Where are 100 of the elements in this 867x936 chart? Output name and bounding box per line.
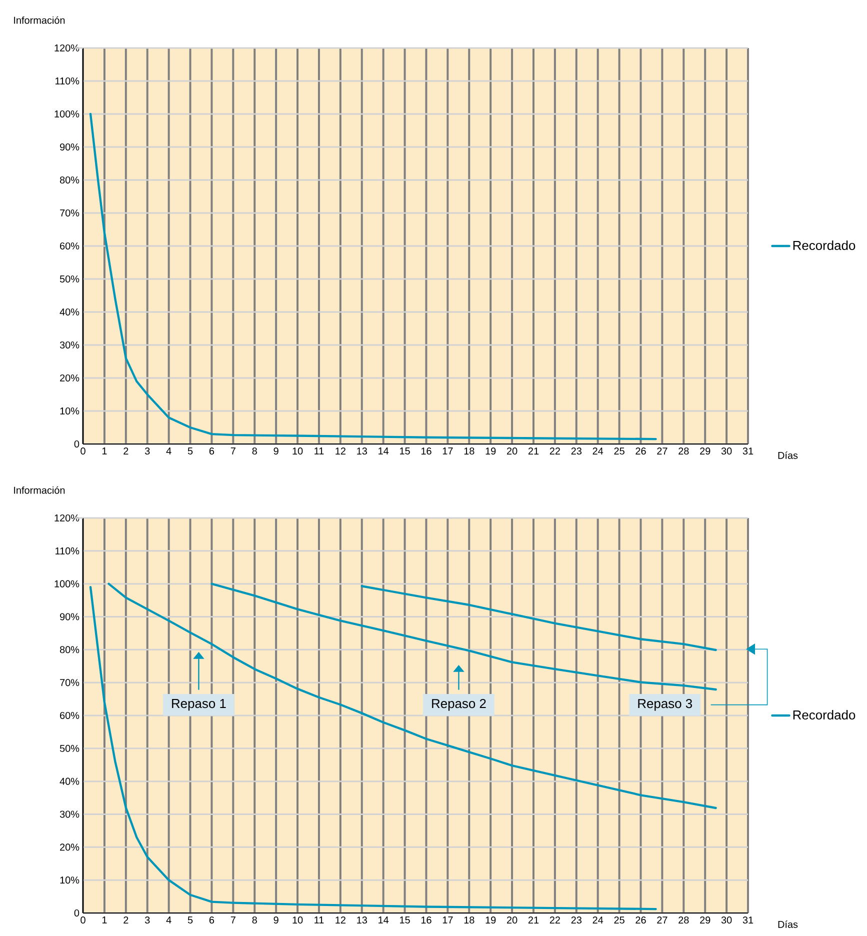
x-tick-label: 22 bbox=[550, 916, 560, 924]
x-tick-label: 10 bbox=[292, 916, 303, 924]
annotation: Repaso 2 bbox=[432, 698, 486, 711]
x-tick-label: 20 bbox=[506, 916, 518, 924]
x-tick-label: 2 bbox=[124, 448, 128, 454]
line-series bbox=[89, 112, 657, 440]
y-tick-label: 0 bbox=[74, 909, 80, 917]
y-axis-title: Información bbox=[14, 16, 65, 24]
x-tick-label: 18 bbox=[464, 448, 474, 455]
x-tick-label: 5 bbox=[188, 916, 193, 924]
x-tick-label: 18 bbox=[464, 916, 474, 924]
x-tick-label: 9 bbox=[274, 916, 278, 924]
x-tick-label: 23 bbox=[571, 916, 582, 924]
x-tick-label: 12 bbox=[336, 448, 346, 454]
x-tick-label: 8 bbox=[252, 916, 257, 924]
y-tick-label: 70% bbox=[60, 679, 80, 686]
y-tick-label: 120% bbox=[54, 514, 80, 522]
x-tick-label: 7 bbox=[230, 448, 236, 454]
y-tick-label: 70% bbox=[60, 209, 80, 217]
x-tick-label: 9 bbox=[274, 448, 278, 455]
x-tick-label: 21 bbox=[528, 448, 539, 454]
x-tick-label: 28 bbox=[678, 916, 689, 924]
y-tick-label: 20% bbox=[60, 844, 80, 851]
x-tick-label: 10 bbox=[292, 448, 303, 455]
x-tick-label: 21 bbox=[528, 916, 539, 924]
x-tick-label: 14 bbox=[378, 448, 389, 454]
x-tick-label: 0 bbox=[80, 916, 86, 924]
annotation: Repaso 3 bbox=[638, 698, 692, 711]
line-series bbox=[210, 582, 717, 691]
y-tick-label: 80% bbox=[60, 176, 80, 184]
x-tick-label: 12 bbox=[336, 916, 346, 924]
y-tick-label: 100% bbox=[54, 110, 80, 118]
x-tick-label: 11 bbox=[314, 916, 324, 924]
y-tick-label: 100% bbox=[54, 580, 80, 588]
y-tick-label: 90% bbox=[60, 613, 80, 620]
x-tick-label: 6 bbox=[209, 448, 214, 455]
line-series bbox=[360, 585, 717, 652]
y-tick-label: 0 bbox=[74, 440, 80, 448]
x-tick-label: 16 bbox=[421, 448, 432, 455]
legend-label: Recordado bbox=[793, 240, 856, 250]
x-tick-label: 20 bbox=[506, 448, 518, 455]
x-tick-label: 17 bbox=[442, 448, 453, 454]
y-tick-label: 120% bbox=[54, 44, 80, 52]
x-tick-label: 30 bbox=[721, 448, 732, 455]
x-tick-label: 31 bbox=[742, 448, 754, 455]
x-tick-label: 29 bbox=[700, 448, 710, 455]
y-tick-label: 10% bbox=[60, 407, 80, 415]
x-tick-label: 24 bbox=[592, 916, 604, 924]
x-tick-label: 19 bbox=[486, 916, 496, 924]
x-tick-label: 16 bbox=[421, 916, 432, 924]
y-tick-label: 20% bbox=[60, 374, 80, 382]
x-tick-label: 30 bbox=[721, 916, 732, 924]
y-tick-label: 80% bbox=[60, 646, 80, 654]
x-tick-label: 3 bbox=[144, 916, 150, 924]
y-tick-label: 40% bbox=[60, 308, 80, 316]
y-tick-label: 60% bbox=[60, 712, 80, 720]
x-tick-label: 1 bbox=[102, 448, 107, 454]
x-tick-label: 2 bbox=[124, 916, 128, 924]
x-tick-label: 15 bbox=[400, 916, 410, 924]
x-tick-label: 27 bbox=[657, 916, 668, 924]
x-tick-label: 14 bbox=[378, 916, 389, 924]
y-axis-title: Información bbox=[14, 486, 65, 494]
y-tick-label: 30% bbox=[60, 341, 80, 349]
x-tick-label: 13 bbox=[357, 448, 367, 455]
x-axis-title: Días bbox=[778, 920, 798, 928]
x-tick-label: 24 bbox=[592, 448, 604, 454]
x-tick-label: 17 bbox=[442, 916, 453, 924]
y-tick-label: 50% bbox=[60, 275, 80, 283]
x-tick-label: 11 bbox=[314, 448, 324, 454]
x-tick-label: 27 bbox=[657, 448, 668, 454]
x-tick-label: 25 bbox=[614, 448, 624, 455]
x-tick-label: 22 bbox=[550, 448, 560, 454]
y-tick-label: 30% bbox=[60, 810, 80, 818]
x-tick-label: 1 bbox=[102, 916, 107, 924]
y-tick-label: 60% bbox=[60, 242, 80, 250]
y-tick-label: 10% bbox=[60, 876, 80, 884]
x-tick-label: 4 bbox=[166, 448, 172, 454]
x-tick-label: 13 bbox=[357, 916, 367, 924]
y-tick-label: 110% bbox=[56, 77, 80, 85]
x-tick-label: 0 bbox=[80, 448, 86, 455]
x-tick-label: 26 bbox=[636, 916, 646, 924]
y-tick-label: 110% bbox=[56, 547, 80, 554]
x-tick-label: 26 bbox=[636, 448, 646, 455]
x-tick-label: 31 bbox=[742, 916, 754, 924]
x-tick-label: 23 bbox=[571, 448, 582, 455]
x-tick-label: 5 bbox=[188, 448, 193, 454]
annotation: Repaso 1 bbox=[172, 699, 226, 711]
y-tick-label: 90% bbox=[60, 143, 80, 151]
x-tick-label: 25 bbox=[614, 916, 624, 924]
x-tick-label: 3 bbox=[144, 448, 150, 455]
legend-label: Recordado bbox=[793, 710, 856, 720]
x-tick-label: 19 bbox=[486, 448, 496, 455]
x-tick-label: 15 bbox=[400, 448, 410, 454]
x-tick-label: 8 bbox=[252, 448, 257, 455]
x-axis-title: Días bbox=[778, 452, 798, 459]
x-tick-label: 28 bbox=[678, 448, 689, 455]
x-tick-label: 7 bbox=[230, 916, 236, 924]
y-tick-label: 50% bbox=[60, 744, 80, 752]
x-tick-label: 6 bbox=[209, 916, 214, 924]
y-tick-label: 40% bbox=[60, 778, 80, 785]
